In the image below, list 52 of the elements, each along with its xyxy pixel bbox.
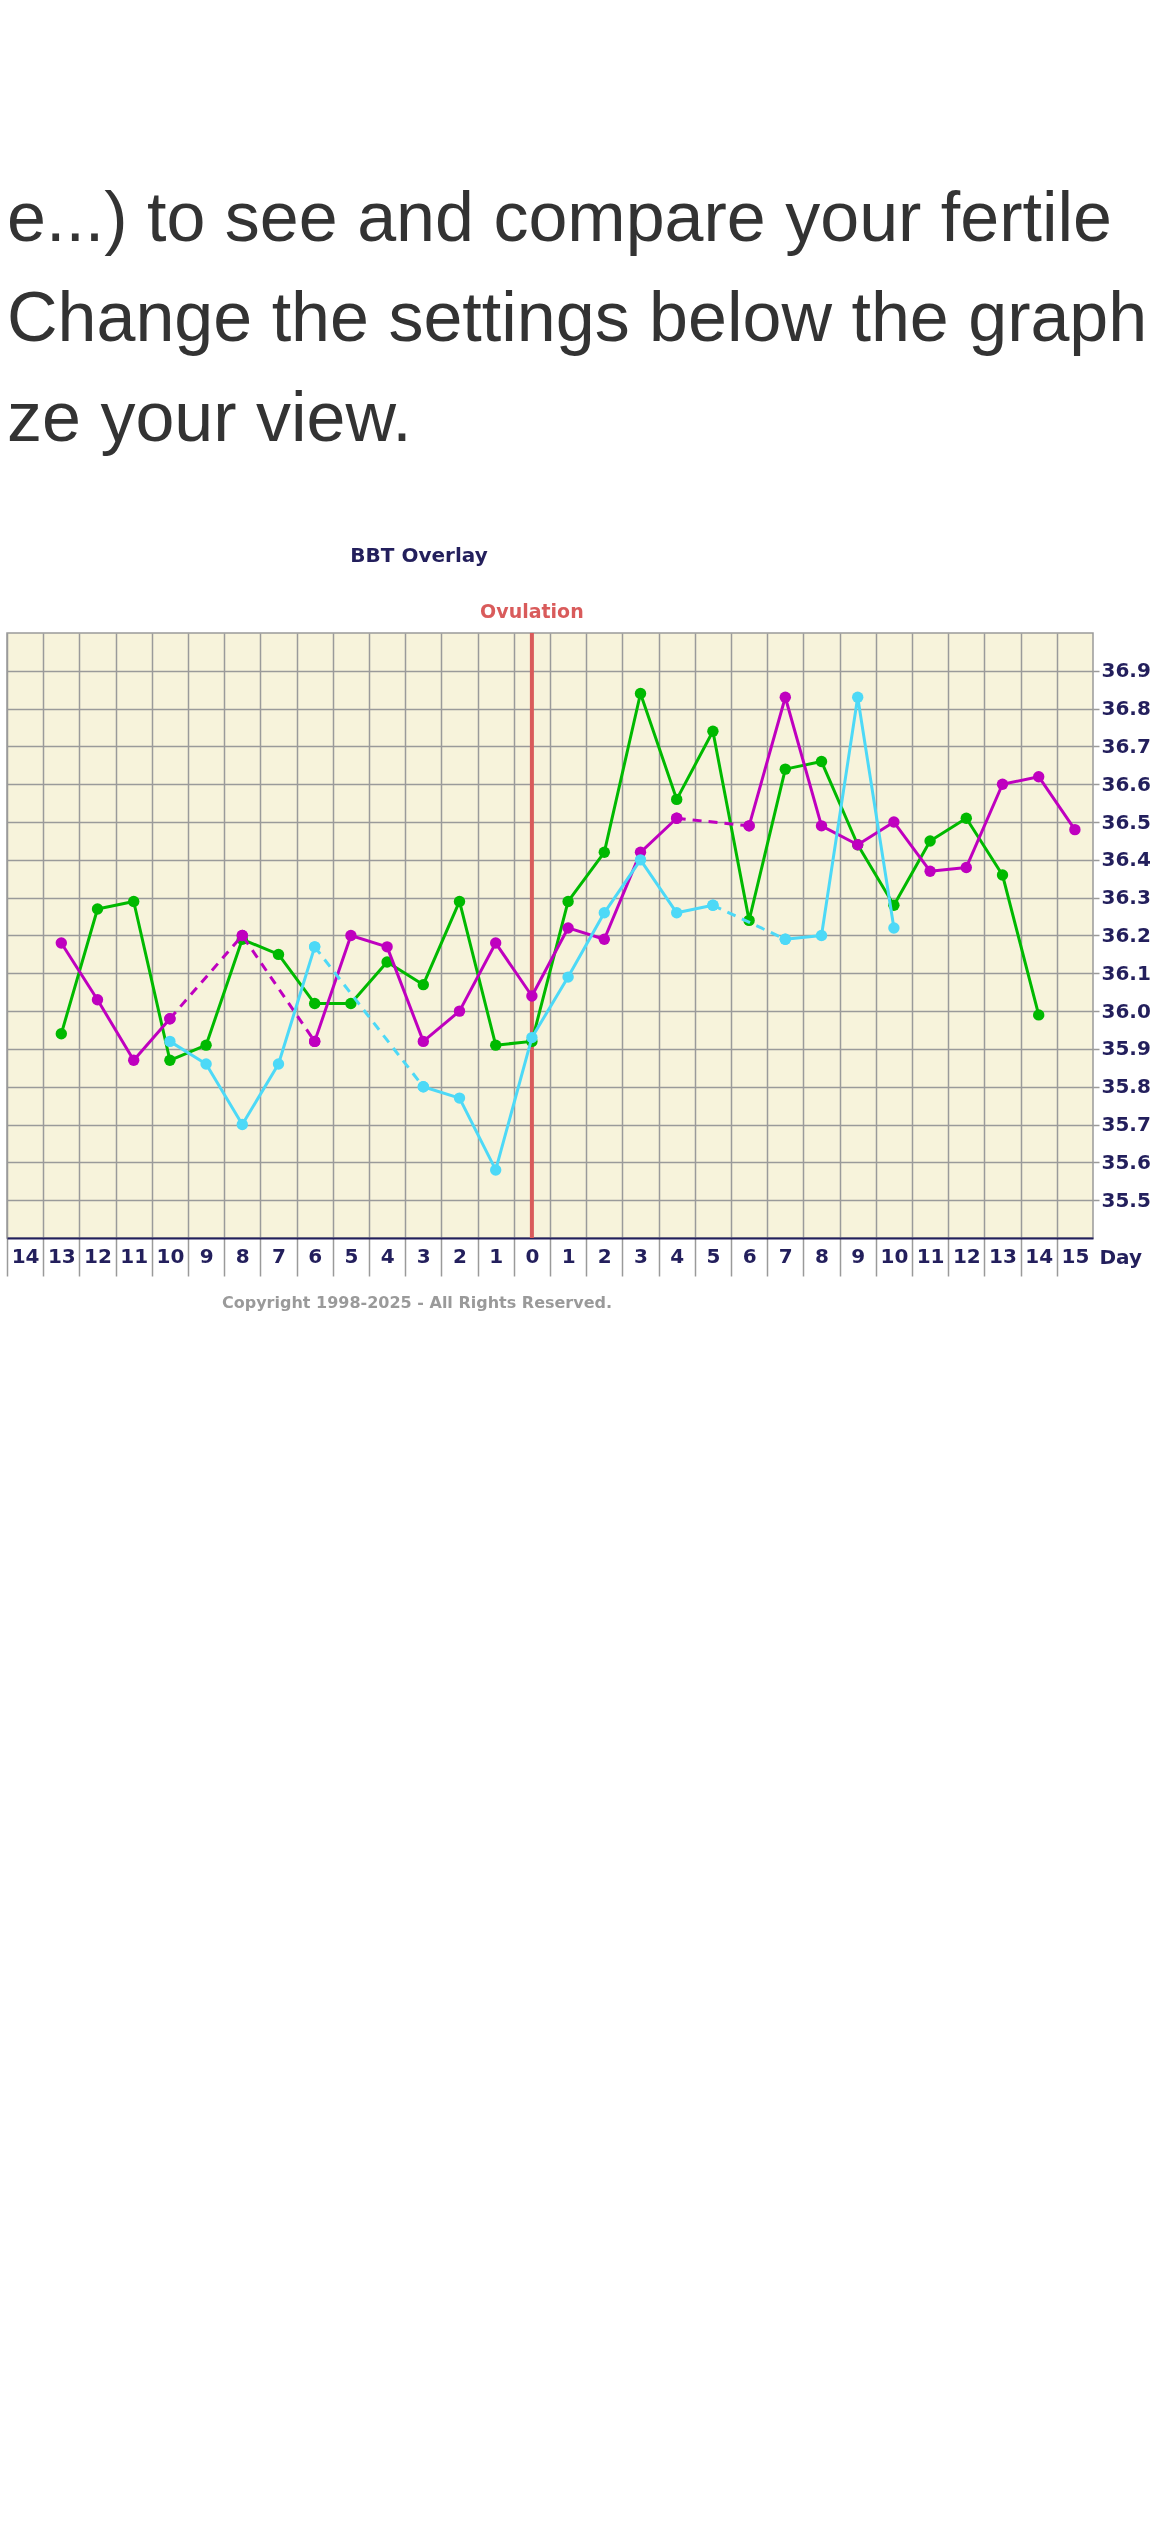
x-tick-label: 2: [597, 1243, 612, 1268]
x-tick-label: 8: [235, 1243, 250, 1268]
x-tick-label: 7: [778, 1243, 793, 1268]
y-tick-label: 36.4: [1101, 847, 1151, 872]
text: ze your view.: [7, 378, 412, 456]
x-tick-label: 10: [156, 1243, 185, 1268]
x-tick-label: 3: [416, 1243, 431, 1268]
x-tick-label: 11: [916, 1243, 945, 1268]
x-tick-label: 9: [199, 1243, 214, 1268]
y-tick-label: 36.3: [1101, 885, 1151, 910]
x-tick-label: 12: [952, 1243, 981, 1268]
x-tick-label: 2: [453, 1243, 467, 1268]
x-tick-label: 11: [120, 1243, 149, 1268]
y-tick-label: 36.7: [1101, 733, 1151, 758]
x-tick-label: 3: [634, 1243, 648, 1268]
x-tick-label: 5: [344, 1243, 359, 1268]
text: Change the settings below the graph: [7, 278, 1148, 356]
y-tick-label: 35.8: [1101, 1074, 1151, 1099]
x-axis-title: Day: [1099, 1244, 1143, 1269]
x-tick-label: 9: [851, 1243, 866, 1268]
x-tick-label: 15: [1061, 1243, 1090, 1268]
y-tick-label: 36.5: [1101, 809, 1151, 834]
y-tick-label: 36.6: [1101, 771, 1151, 796]
x-tick-label: 4: [380, 1243, 395, 1268]
y-tick-label: 36.8: [1101, 696, 1151, 721]
x-tick-label: 14: [11, 1243, 40, 1268]
x-tick-label: 1: [561, 1243, 576, 1268]
x-tick-label: 0: [525, 1243, 540, 1268]
ref-line-label: Ovulation: [480, 600, 584, 622]
x-tick-label: 13: [47, 1243, 76, 1268]
x-tick-label: 13: [989, 1243, 1017, 1268]
x-tick-label: 7: [272, 1243, 286, 1268]
x-tick-label: 6: [308, 1243, 323, 1268]
x-tick-label: 4: [670, 1243, 685, 1268]
y-tick-label: 36.0: [1101, 998, 1151, 1023]
x-tick-label: 1: [489, 1243, 504, 1268]
x-tick-label: 14: [1025, 1243, 1054, 1268]
y-tick-label: 35.5: [1101, 1187, 1151, 1212]
y-tick-label: 35.6: [1101, 1149, 1151, 1174]
chart-title: BBT Overlay: [350, 543, 488, 567]
y-tick-label: 35.7: [1101, 1112, 1151, 1137]
y-tick-label: 35.9: [1101, 1036, 1151, 1061]
y-tick-label: 36.1: [1101, 960, 1151, 985]
x-tick-label: 6: [742, 1243, 757, 1268]
x-tick-label: 12: [84, 1243, 112, 1268]
x-tick-label: 5: [706, 1243, 721, 1268]
x-tick-label: 8: [815, 1243, 829, 1268]
y-tick-label: 36.2: [1101, 923, 1151, 947]
y-tick-label: 36.9: [1101, 658, 1151, 683]
text: e...) to see and compare your fertile: [7, 178, 1112, 256]
x-tick-label: 10: [880, 1243, 909, 1268]
text: Copyright 1998-2025 - All Rights Reserved.: [221, 1293, 613, 1312]
